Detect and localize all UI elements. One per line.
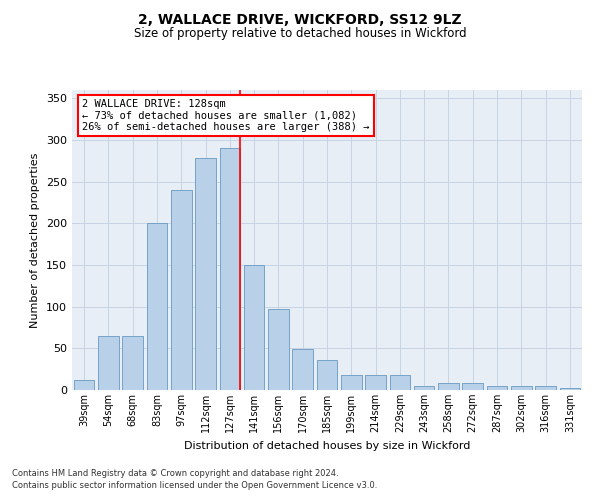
Bar xyxy=(171,190,191,390)
Bar xyxy=(438,384,459,390)
Bar xyxy=(463,384,483,390)
X-axis label: Distribution of detached houses by size in Wickford: Distribution of detached houses by size … xyxy=(184,440,470,450)
Text: Contains HM Land Registry data © Crown copyright and database right 2024.: Contains HM Land Registry data © Crown c… xyxy=(12,468,338,477)
Text: Size of property relative to detached houses in Wickford: Size of property relative to detached ho… xyxy=(134,28,466,40)
Y-axis label: Number of detached properties: Number of detached properties xyxy=(31,152,40,328)
Text: Contains public sector information licensed under the Open Government Licence v3: Contains public sector information licen… xyxy=(12,481,377,490)
Bar xyxy=(244,265,265,390)
Bar xyxy=(122,336,143,390)
Bar xyxy=(341,375,362,390)
Bar xyxy=(389,375,410,390)
Bar xyxy=(511,386,532,390)
Bar xyxy=(98,336,119,390)
Bar xyxy=(74,380,94,390)
Bar xyxy=(487,386,508,390)
Bar xyxy=(268,309,289,390)
Text: 2, WALLACE DRIVE, WICKFORD, SS12 9LZ: 2, WALLACE DRIVE, WICKFORD, SS12 9LZ xyxy=(138,12,462,26)
Bar xyxy=(365,375,386,390)
Bar xyxy=(220,148,240,390)
Bar xyxy=(414,386,434,390)
Bar xyxy=(146,224,167,390)
Bar xyxy=(317,360,337,390)
Text: 2 WALLACE DRIVE: 128sqm
← 73% of detached houses are smaller (1,082)
26% of semi: 2 WALLACE DRIVE: 128sqm ← 73% of detache… xyxy=(82,99,370,132)
Bar xyxy=(560,388,580,390)
Bar xyxy=(195,158,216,390)
Bar xyxy=(292,349,313,390)
Bar xyxy=(535,386,556,390)
